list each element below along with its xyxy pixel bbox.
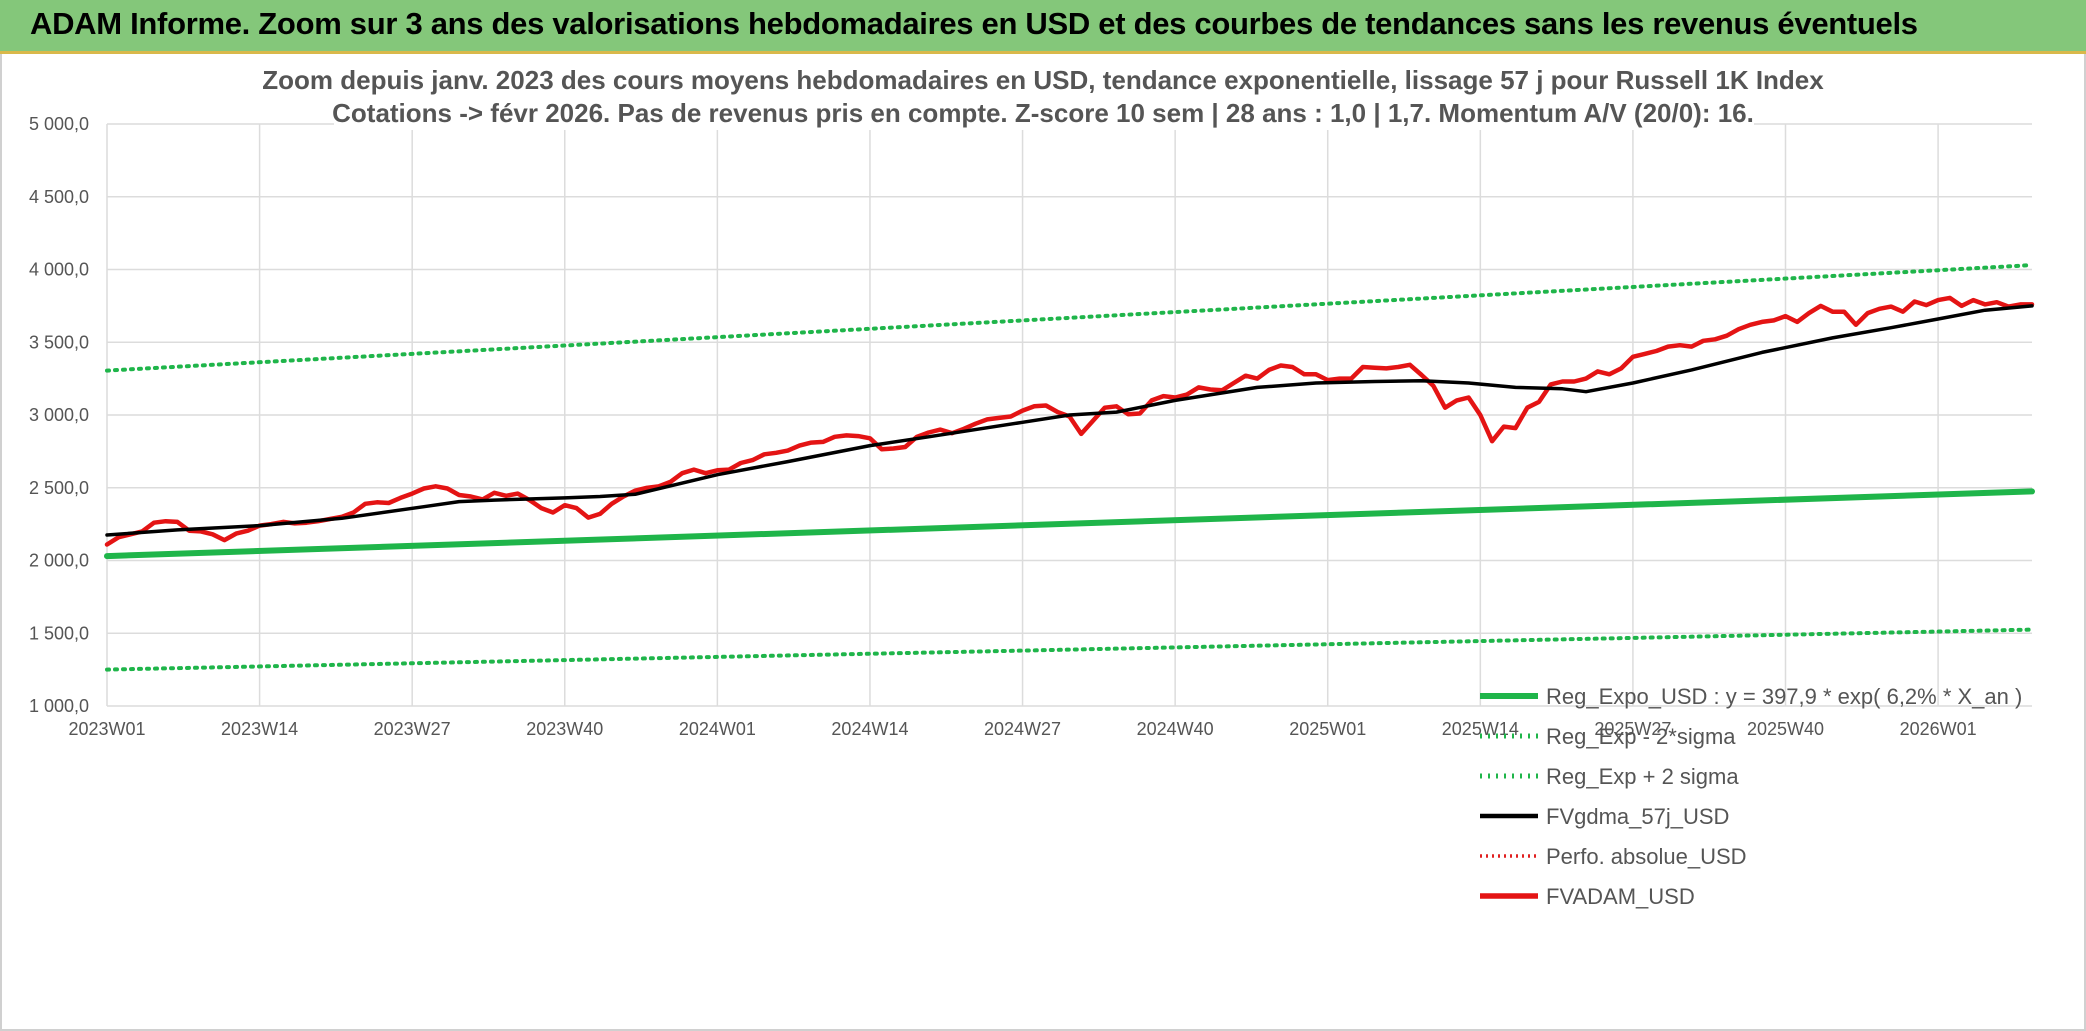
y-tick-label: 4 500,0	[29, 187, 89, 207]
report-title: ADAM Informe. Zoom sur 3 ans des valoris…	[30, 6, 1918, 41]
x-tick-label: 2023W14	[221, 719, 298, 739]
legend-label: Reg_Exp - 2*sigma	[1546, 724, 1736, 749]
legend-label: Perfo. absolue_USD	[1546, 844, 1747, 869]
y-tick-label: 2 500,0	[29, 478, 89, 498]
y-tick-label: 3 500,0	[29, 332, 89, 352]
x-tick-label: 2026W01	[1900, 719, 1977, 739]
series-layer	[104, 263, 2035, 672]
x-tick-label: 2025W27	[1594, 719, 1671, 739]
chart-frame: Zoom depuis janv. 2023 des cours moyens …	[0, 54, 2086, 1031]
y-tick-label: 1 000,0	[29, 696, 89, 716]
y-tick-label: 3 000,0	[29, 405, 89, 425]
legend-label: Reg_Exp + 2 sigma	[1546, 764, 1739, 789]
legend-label: FVgdma_57j_USD	[1546, 804, 1729, 829]
series-line-5	[104, 295, 2035, 547]
x-tick-label: 2024W14	[831, 719, 908, 739]
series-line-0	[104, 488, 2035, 560]
x-tick-label: 2025W14	[1442, 719, 1519, 739]
x-axis: 2023W01 2023W14 2023W27 2023W40 2024W01 2024W…	[68, 719, 1976, 739]
chart-title-line: Zoom depuis janv. 2023 des cours moyens …	[262, 65, 1824, 95]
x-tick-label: 2023W01	[68, 719, 145, 739]
y-tick-label: 1 500,0	[29, 623, 89, 643]
chart-title-line: Cotations -> févr 2026. Pas de revenus p…	[332, 98, 1754, 128]
x-tick-label: 2023W27	[374, 719, 451, 739]
x-tick-label: 2024W27	[984, 719, 1061, 739]
x-tick-label: 2023W40	[526, 719, 603, 739]
y-axis: 1 000,0 1 500,0 2 000,0 2 500,0 3 000,0 3 500…	[29, 114, 89, 716]
chart-title: Zoom depuis janv. 2023 des cours moyens …	[262, 58, 1824, 130]
x-tick-label: 2025W40	[1747, 719, 1824, 739]
report-banner: ADAM Informe. Zoom sur 3 ans des valoris…	[0, 0, 2086, 54]
y-tick-label: 2 000,0	[29, 551, 89, 571]
legend-label: FVADAM_USD	[1546, 884, 1695, 909]
series-line-2	[105, 263, 2034, 373]
y-tick-label: 4 000,0	[29, 260, 89, 280]
legend: Reg_Expo_USD : y = 397,9 * exp( 6,2% * X…	[1480, 684, 2022, 909]
y-tick-label: 5 000,0	[29, 114, 89, 134]
line-chart: Zoom depuis janv. 2023 des cours moyens …	[29, 58, 2035, 909]
title-backdrop	[334, 58, 1754, 130]
x-tick-label: 2024W01	[679, 719, 756, 739]
series-line-1	[105, 627, 2034, 672]
x-tick-label: 2024W40	[1137, 719, 1214, 739]
series-line-3	[105, 304, 2034, 537]
x-tick-label: 2025W01	[1289, 719, 1366, 739]
legend-label: Reg_Expo_USD : y = 397,9 * exp( 6,2% * X…	[1546, 684, 2022, 709]
